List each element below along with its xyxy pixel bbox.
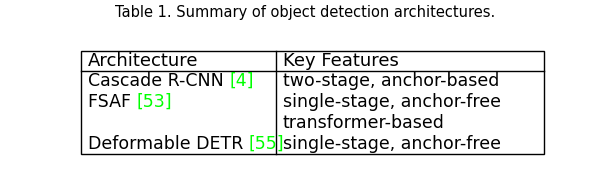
Text: [53]: [53] [137,93,172,111]
Text: single-stage, anchor-free: single-stage, anchor-free [282,93,501,111]
Text: Architecture: Architecture [88,52,199,70]
Text: Key Features: Key Features [282,52,398,70]
Text: Cascade R-CNN: Cascade R-CNN [88,72,229,90]
Text: [55]: [55] [249,134,285,152]
Text: transformer-based: transformer-based [282,114,445,132]
Text: Deformable DETR: Deformable DETR [88,134,249,152]
Text: FSAF: FSAF [88,93,137,111]
Text: Table 1. Summary of object detection architectures.: Table 1. Summary of object detection arc… [115,5,495,20]
Text: two-stage, anchor-based: two-stage, anchor-based [282,72,499,90]
Bar [81,51,544,154]
Text: single-stage, anchor-free: single-stage, anchor-free [282,134,501,152]
Text: [4]: [4] [229,72,254,90]
